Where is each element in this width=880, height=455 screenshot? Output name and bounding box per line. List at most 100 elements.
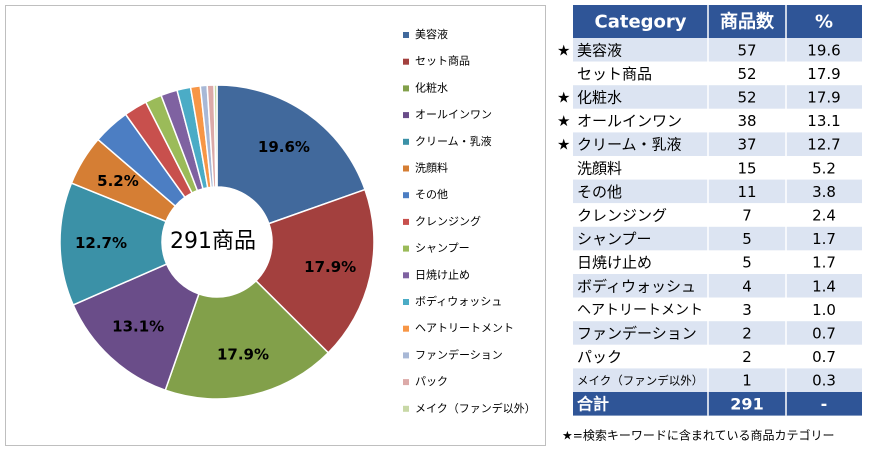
table-row-bg bbox=[573, 85, 862, 109]
table-cell: 1.4 bbox=[812, 277, 836, 295]
table-cell: 4 bbox=[742, 277, 752, 295]
table-header-bg bbox=[573, 5, 862, 38]
table-cell: 日焼け止め bbox=[577, 254, 652, 272]
table-cell: 5.2 bbox=[812, 159, 836, 177]
table-cell: 19.6 bbox=[807, 41, 840, 59]
table-cell: 52 bbox=[737, 89, 756, 107]
legend-label: 化粧水 bbox=[415, 80, 448, 94]
slice-label: 5.2% bbox=[97, 172, 139, 190]
table-row-bg bbox=[573, 108, 862, 133]
table-cell: 52 bbox=[737, 65, 756, 83]
table-cell: オールインワン bbox=[577, 112, 682, 130]
table-cell: 0.3 bbox=[812, 372, 836, 390]
row-mark: ★ bbox=[557, 89, 570, 107]
legend-label: ファンデーション bbox=[415, 347, 503, 361]
row-mark: ★ bbox=[557, 41, 570, 59]
legend-swatch bbox=[403, 325, 409, 332]
legend-label: ヘアトリートメント bbox=[415, 322, 514, 335]
slice-label: 17.9% bbox=[217, 346, 269, 364]
table-cell: クレンジング bbox=[577, 207, 667, 225]
table-cell: 1.0 bbox=[812, 301, 836, 319]
table-total-bg bbox=[573, 392, 862, 416]
table-total: - bbox=[821, 394, 828, 413]
table-cell: 11 bbox=[737, 183, 756, 201]
table-cell: 57 bbox=[737, 41, 756, 59]
table-cell: 1.7 bbox=[812, 254, 836, 272]
legend-swatch bbox=[403, 165, 409, 172]
table-cell: 5 bbox=[742, 254, 752, 272]
table-cell: 17.9 bbox=[807, 89, 840, 107]
table-cell: パック bbox=[577, 348, 622, 366]
table-row-bg bbox=[573, 226, 862, 251]
center-label: 291商品 bbox=[170, 229, 256, 254]
footnote: ★=検索キーワードに含まれている商品カテゴリー bbox=[562, 428, 834, 443]
legend-label: オールインワン bbox=[415, 108, 492, 121]
table-row-bg bbox=[573, 38, 862, 62]
legend-label: セット商品 bbox=[415, 54, 470, 68]
table-row-bg bbox=[573, 297, 862, 322]
table-row-bg bbox=[573, 203, 862, 227]
legend-label: ボディウォッシュ bbox=[415, 294, 502, 308]
table-cell: シャンプー bbox=[577, 230, 652, 248]
legend-swatch bbox=[403, 32, 409, 38]
table-cell: ファンデーション bbox=[577, 325, 697, 343]
table-cell: その他 bbox=[577, 183, 622, 201]
table-row-bg bbox=[573, 321, 862, 345]
table-row-bg bbox=[573, 274, 862, 298]
table-cell: 12.7 bbox=[807, 136, 840, 154]
table-header: 商品数 bbox=[720, 11, 775, 33]
table-cell: 5 bbox=[742, 230, 752, 248]
table-row-bg bbox=[573, 132, 862, 156]
table-header: % bbox=[815, 12, 833, 33]
table-cell: 3.8 bbox=[812, 183, 836, 201]
legend-label: その他 bbox=[415, 188, 448, 201]
legend-swatch bbox=[403, 405, 409, 412]
table-cell: 38 bbox=[737, 112, 756, 130]
table-row-bg bbox=[573, 61, 862, 86]
legend-swatch bbox=[403, 379, 409, 386]
table-row-bg bbox=[573, 344, 862, 369]
legend-label: 日焼け止め bbox=[415, 268, 470, 281]
legend-swatch bbox=[403, 58, 409, 65]
table-cell: 2 bbox=[742, 348, 752, 366]
legend-label: シャンプー bbox=[415, 242, 470, 255]
table-cell: 13.1 bbox=[807, 112, 840, 130]
legend-label: クリーム・乳液 bbox=[415, 134, 492, 148]
table-cell: 37 bbox=[737, 136, 756, 154]
table-cell: 化粧水 bbox=[577, 89, 622, 107]
legend-swatch bbox=[403, 245, 409, 252]
row-mark: ★ bbox=[557, 112, 570, 130]
table-cell: 15 bbox=[737, 159, 756, 177]
table-cell: 2.4 bbox=[812, 207, 836, 225]
table-cell: 1.7 bbox=[812, 230, 836, 248]
legend-label: 美容液 bbox=[415, 27, 448, 41]
table-cell: メイク（ファンデ以外） bbox=[577, 374, 703, 388]
table-cell: ヘアトリートメント bbox=[577, 302, 703, 318]
legend-swatch bbox=[403, 272, 409, 279]
slice-label: 19.6% bbox=[258, 138, 310, 156]
donut-hole bbox=[162, 187, 272, 297]
table-total: 合計 bbox=[577, 394, 609, 413]
legend-swatch bbox=[403, 85, 409, 92]
legend-swatch bbox=[403, 192, 409, 199]
row-mark: ★ bbox=[557, 136, 570, 154]
slice-label: 17.9% bbox=[304, 258, 356, 276]
table-row-bg bbox=[573, 250, 862, 274]
slice-label: 13.1% bbox=[112, 318, 164, 336]
table-cell: クリーム・乳液 bbox=[577, 136, 682, 154]
table-row-bg bbox=[573, 156, 862, 180]
table-cell: 2 bbox=[742, 325, 752, 343]
table-cell: 0.7 bbox=[812, 325, 836, 343]
legend-swatch bbox=[403, 112, 409, 119]
table-cell: 1 bbox=[742, 372, 752, 390]
table-cell: 17.9 bbox=[807, 65, 840, 83]
table-cell: 7 bbox=[742, 207, 752, 225]
legend-label: クレンジング bbox=[415, 214, 481, 228]
table-cell: 美容液 bbox=[577, 41, 622, 59]
table-cell: 0.7 bbox=[812, 348, 836, 366]
legend-swatch bbox=[403, 352, 409, 359]
table-cell: 3 bbox=[742, 301, 752, 319]
slice bbox=[216, 84, 366, 225]
table-cell: ボディウォッシュ bbox=[577, 277, 696, 295]
